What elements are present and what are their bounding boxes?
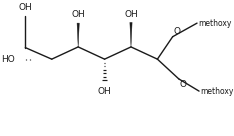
Polygon shape	[130, 22, 132, 47]
Text: O: O	[180, 80, 187, 89]
Text: OH: OH	[18, 3, 32, 12]
Text: methoxy: methoxy	[198, 19, 231, 28]
Text: OH: OH	[71, 10, 85, 19]
Text: OH: OH	[124, 10, 138, 19]
Text: methoxy: methoxy	[200, 87, 234, 96]
Polygon shape	[77, 23, 79, 47]
Text: HO: HO	[1, 55, 15, 64]
Text: O: O	[174, 27, 181, 36]
Text: OH: OH	[98, 87, 111, 96]
